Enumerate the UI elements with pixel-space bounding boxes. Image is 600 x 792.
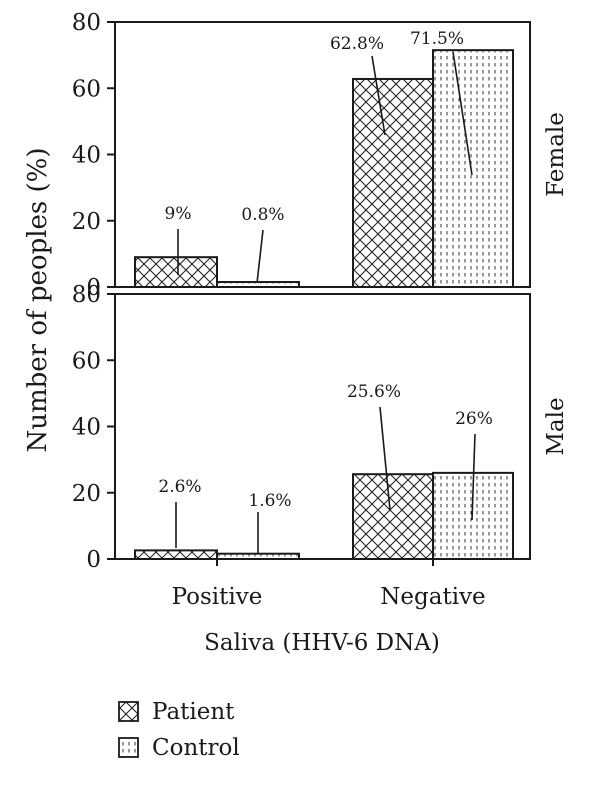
y-tick-label: 0	[86, 547, 101, 573]
bar-female-patient-positive	[134, 256, 218, 288]
legend-swatch-control	[118, 737, 139, 758]
data-label-leader	[379, 406, 391, 511]
data-label: 71.5%	[410, 29, 464, 49]
legend-swatch-patient	[118, 701, 139, 722]
y-tick-label: 60	[72, 348, 101, 374]
data-label-leader	[452, 51, 473, 176]
y-tick-label: 80	[72, 10, 101, 36]
panel-label-male: Male	[543, 397, 569, 455]
legend-label-control: Control	[152, 735, 240, 761]
data-label: 25.6%	[347, 382, 401, 402]
data-label-leader	[256, 229, 264, 284]
x-tick-label: Positive	[172, 584, 263, 610]
y-tick-label: 40	[72, 415, 101, 441]
y-tick-label: 0	[86, 275, 101, 301]
panel-label-female: Female	[543, 112, 569, 197]
data-label: 0.8%	[241, 205, 284, 225]
x-tick-label: Negative	[380, 584, 485, 610]
legend-label-patient: Patient	[152, 699, 235, 725]
data-label: 1.6%	[248, 491, 291, 511]
bar-female-control-negative	[432, 49, 514, 288]
y-tick-label: 60	[72, 76, 101, 102]
data-label: 62.8%	[330, 34, 384, 54]
bar-male-patient-positive	[134, 549, 218, 561]
y-axis-title: Number of peoples (%)	[23, 147, 53, 452]
data-label-leader	[471, 433, 476, 521]
data-label: 2.6%	[158, 477, 201, 497]
bar-female-patient-negative	[352, 77, 434, 288]
y-tick-label: 80	[72, 282, 101, 308]
x-axis-title: Saliva (HHV-6 DNA)	[204, 630, 440, 656]
y-tick-label: 20	[72, 481, 101, 507]
bar-male-patient-negative	[352, 473, 434, 561]
data-label: 26%	[455, 409, 493, 429]
data-label: 9%	[165, 204, 192, 224]
data-label-leader	[371, 55, 386, 136]
y-tick-label: 20	[72, 209, 101, 235]
y-tick-label: 40	[72, 143, 101, 169]
